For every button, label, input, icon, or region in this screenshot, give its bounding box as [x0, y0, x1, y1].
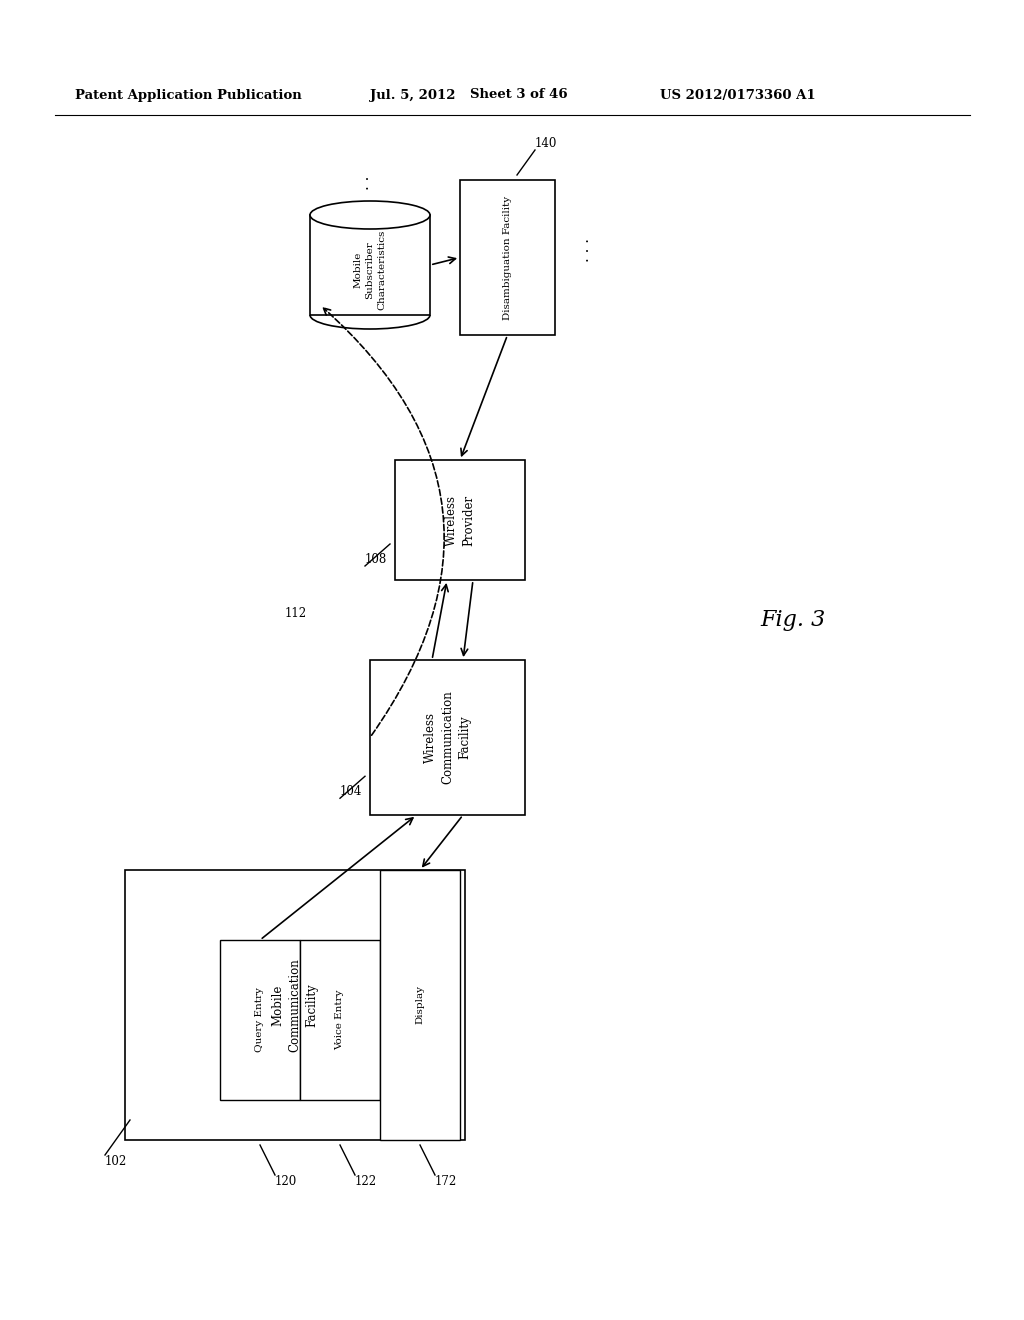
- Bar: [460, 180, 555, 335]
- Bar: [370, 660, 525, 814]
- Text: Display: Display: [416, 986, 425, 1024]
- Bar: [395, 459, 525, 579]
- Bar: [125, 870, 465, 1140]
- Text: Query Entry: Query Entry: [256, 987, 264, 1052]
- Text: Patent Application Publication: Patent Application Publication: [75, 88, 302, 102]
- Text: US 2012/0173360 A1: US 2012/0173360 A1: [660, 88, 816, 102]
- Text: Mobile
Subscriber
Characteristics: Mobile Subscriber Characteristics: [353, 230, 386, 310]
- Bar: [300, 940, 380, 1100]
- Text: 120: 120: [275, 1175, 297, 1188]
- Text: Mobile
Communication
Facility: Mobile Communication Facility: [271, 958, 318, 1052]
- Text: Wireless
Provider: Wireless Provider: [445, 495, 475, 545]
- Ellipse shape: [310, 201, 430, 228]
- Text: Wireless
Communication
Facility: Wireless Communication Facility: [424, 690, 471, 784]
- Text: Jul. 5, 2012: Jul. 5, 2012: [370, 88, 456, 102]
- Text: 122: 122: [355, 1175, 377, 1188]
- Text: 102: 102: [105, 1155, 127, 1168]
- Bar: [220, 940, 300, 1100]
- Bar: [380, 870, 460, 1140]
- Text: 104: 104: [340, 785, 362, 799]
- Bar: [310, 215, 430, 315]
- Text: 140: 140: [535, 137, 557, 150]
- Text: 108: 108: [365, 553, 387, 566]
- Text: . .: . .: [358, 176, 372, 190]
- Text: Disambiguation Facility: Disambiguation Facility: [503, 195, 512, 319]
- Text: Fig. 3: Fig. 3: [760, 609, 825, 631]
- Text: Sheet 3 of 46: Sheet 3 of 46: [470, 88, 567, 102]
- Text: 172: 172: [435, 1175, 458, 1188]
- Text: Voice Entry: Voice Entry: [336, 990, 344, 1051]
- Text: 112: 112: [285, 607, 307, 620]
- Text: . . .: . . .: [578, 238, 592, 261]
